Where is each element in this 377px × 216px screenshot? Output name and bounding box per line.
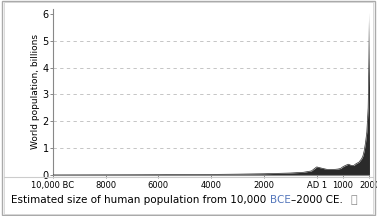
Text: BCE: BCE: [270, 195, 291, 205]
Text: Estimated size of human population from 10,000: Estimated size of human population from …: [11, 195, 270, 205]
Text: ⎙: ⎙: [351, 195, 357, 205]
Text: –2000 CE.: –2000 CE.: [291, 195, 343, 205]
Y-axis label: World population, billions: World population, billions: [31, 34, 40, 149]
